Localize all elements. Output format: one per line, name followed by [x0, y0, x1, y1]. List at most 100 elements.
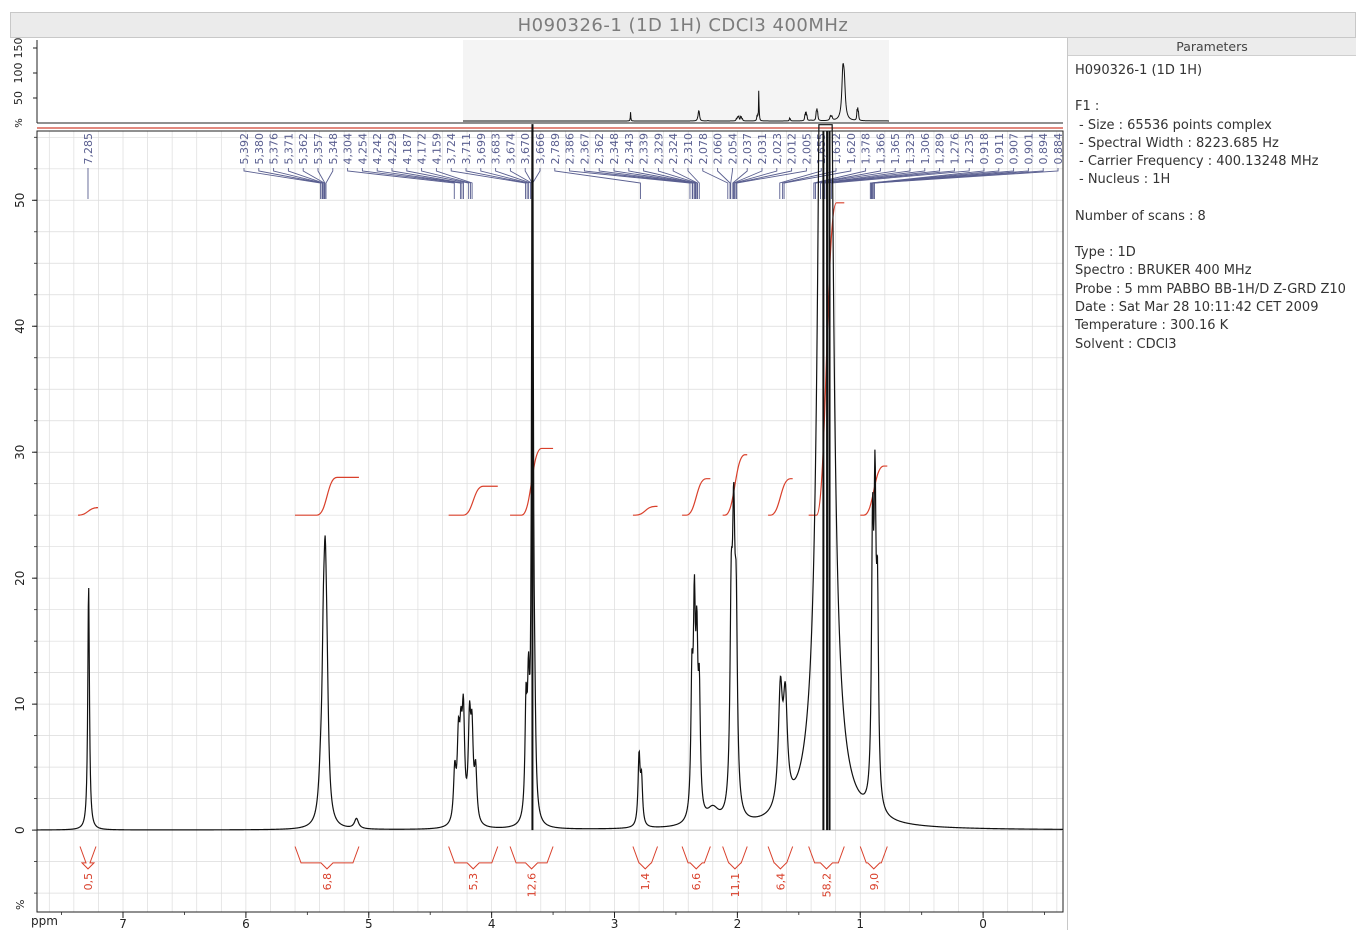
overview-panel[interactable]: 50 100 150% — [12, 38, 1063, 129]
y-tick-label: 30 — [13, 445, 27, 460]
spectrum-title: H090326-1 (1D 1H) CDCl3 400MHz — [10, 12, 1356, 38]
integral-bracket — [294, 846, 360, 870]
peak-label: 4,229 — [386, 133, 399, 165]
peak-label: 0,911 — [993, 133, 1006, 165]
peak-leader — [736, 168, 807, 199]
y-tick-label: 10 — [13, 697, 27, 712]
peak-label: 4,172 — [416, 133, 429, 165]
spectrum-trace — [37, 124, 1064, 831]
integral-bracket — [859, 846, 888, 870]
overview-highlight — [463, 40, 889, 123]
peak-label: 2,329 — [652, 133, 665, 165]
peak-label: 2,324 — [667, 133, 680, 165]
param-scans: Number of scans : 8 — [1075, 208, 1206, 224]
peak-leader — [554, 168, 641, 199]
peak-leader — [783, 168, 852, 199]
peak-label: 4,304 — [342, 133, 355, 165]
peak-leader — [480, 168, 530, 199]
peak-leader — [643, 168, 697, 199]
peak-leader — [376, 168, 463, 199]
peak-label: 2,789 — [549, 133, 562, 165]
x-tick-label: 2 — [734, 917, 742, 930]
peak-label: 4,187 — [401, 133, 414, 165]
peak-label: 0,901 — [1022, 133, 1035, 165]
param-f1: F1 : — [1075, 99, 1100, 115]
param-experiment: H090326-1 (1D 1H) — [1075, 63, 1203, 78]
peak-label: 5,362 — [297, 133, 310, 165]
param-type: Type : 1D — [1075, 245, 1136, 261]
peak-label: 2,012 — [786, 133, 799, 165]
peak-leader — [598, 168, 694, 199]
peak-leader — [825, 168, 955, 199]
peak-leader — [870, 168, 1000, 199]
peak-label: 3,683 — [490, 133, 503, 165]
overview-y-tick-label: 50 — [12, 91, 25, 105]
overview-y-tick-label: 100 — [12, 63, 25, 84]
peak-label: 0,884 — [1052, 133, 1065, 165]
peak-leader — [258, 168, 323, 199]
peak-label: 2,386 — [564, 133, 577, 165]
integral-bracket — [808, 846, 845, 870]
peak-leader — [672, 168, 699, 199]
param-size: - Size : 65536 points complex — [1079, 117, 1272, 133]
peak-label: 0,918 — [978, 133, 991, 165]
integral-curve — [682, 478, 711, 516]
peak-label: 5,376 — [268, 133, 281, 165]
plot-frame — [36, 130, 1064, 913]
integral-value: 12,6 — [526, 873, 539, 898]
integral-value: 58,2 — [820, 873, 833, 898]
peak-label: 3,724 — [445, 133, 458, 165]
peak-leader — [702, 168, 729, 199]
integral-value: 11,1 — [729, 873, 742, 898]
x-tick-label: 5 — [365, 917, 373, 930]
peak-label: 3,674 — [504, 133, 517, 165]
peak-leader — [613, 168, 696, 199]
peak-label: 5,371 — [282, 133, 295, 165]
peak-label: 0,894 — [1037, 133, 1050, 165]
peak-leader — [733, 168, 763, 199]
peak-label: 2,054 — [726, 133, 739, 165]
peak-leader — [421, 168, 471, 199]
peak-labels: 7,285 5,392 5,380 5,376 5,371 5,362 5,357 5,348… — [82, 133, 1065, 199]
overview-y-tick-label: 150 — [12, 38, 25, 59]
peak-label: 2,343 — [623, 133, 636, 165]
peak-label: 2,031 — [756, 133, 769, 165]
peak-leader — [465, 168, 528, 199]
integral-value: 6,6 — [690, 873, 703, 891]
peak-label: 7,285 — [82, 133, 95, 165]
integral-value: 5,3 — [467, 873, 480, 891]
integral-bracket — [632, 846, 658, 870]
y-tick-label: 50 — [13, 193, 27, 208]
integral-bracket — [509, 846, 554, 870]
peak-leader — [302, 168, 325, 199]
peak-label: 1,306 — [919, 133, 932, 165]
peak-label: 3,670 — [519, 133, 532, 165]
x-tick-label: 3 — [611, 917, 619, 930]
peak-leader — [871, 168, 1029, 199]
integral-bracket — [767, 846, 794, 870]
integral-curve — [632, 505, 658, 516]
peak-label: 3,666 — [534, 133, 547, 165]
peak-label: 2,367 — [578, 133, 591, 165]
peak-leader — [871, 168, 1015, 199]
x-axis-label: ppm — [31, 914, 58, 928]
integral-value: 9,0 — [868, 873, 881, 891]
peak-leader — [450, 168, 526, 199]
peak-label: 2,005 — [800, 133, 813, 165]
peak-label: 4,159 — [430, 133, 443, 165]
peak-leader — [628, 168, 696, 199]
integral-bracket — [722, 846, 748, 870]
peak-leader — [569, 168, 691, 199]
param-temperature: Temperature : 300.16 K — [1075, 318, 1229, 334]
peak-label: 1,365 — [889, 133, 902, 165]
peak-label: 0,907 — [1008, 133, 1021, 165]
peak-leader — [730, 168, 733, 199]
y-tick-label: 40 — [13, 319, 27, 334]
peak-label: 2,078 — [697, 133, 710, 165]
integral-bracket — [448, 846, 499, 870]
peak-leader — [243, 168, 322, 199]
param-solvent: Solvent : CDCl3 — [1075, 336, 1177, 352]
peak-leader — [830, 168, 970, 199]
integral-bracket — [79, 846, 97, 870]
